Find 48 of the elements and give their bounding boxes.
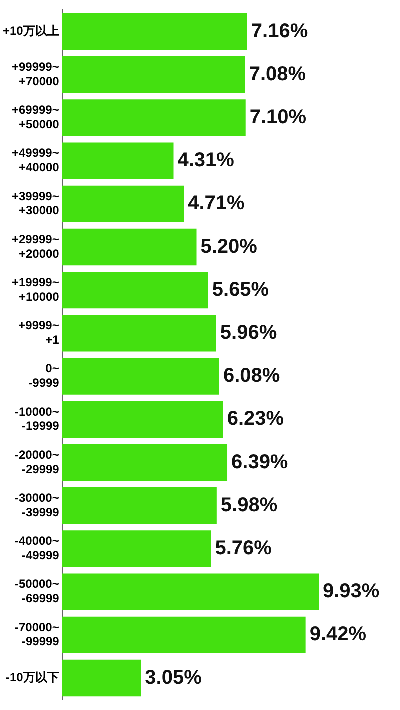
y-tick-label: +99999~+70000 [12, 60, 60, 88]
y-tick-label: +49999~+40000 [12, 146, 60, 175]
y-tick-label: -40000~-49999 [14, 534, 60, 562]
y-tick-label: 0~-9999 [28, 362, 60, 390]
bar [62, 616, 306, 654]
bar [62, 358, 220, 395]
bar [62, 660, 142, 697]
bar [62, 142, 174, 180]
bar [62, 56, 246, 94]
data-label: 5.20% [200, 236, 258, 258]
bar [62, 574, 320, 610]
bar [62, 186, 184, 222]
y-tick-label: -70000~-99999 [14, 620, 60, 649]
y-tick-label: -10000~-19999 [14, 404, 60, 434]
data-label: 4.31% [178, 150, 235, 172]
y-tick-label: +39999~+30000 [12, 189, 60, 218]
bar [62, 401, 224, 438]
y-tick-label: -10万以下 [6, 670, 60, 685]
data-label: 9.93% [323, 580, 380, 603]
data-label: 7.08% [249, 63, 306, 86]
y-tick-label: +9999~+1 [18, 318, 60, 347]
bar [62, 13, 248, 50]
y-tick-label: -50000~-69999 [14, 577, 60, 606]
y-tick-label: +69999~+50000 [12, 103, 60, 132]
y-tick-label: -20000~-29999 [14, 448, 60, 476]
bar [62, 315, 216, 352]
data-label: 4.71% [188, 192, 246, 215]
bar [62, 272, 208, 309]
data-label: 7.10% [250, 106, 307, 128]
y-tick-label: +10万以上 [2, 24, 60, 38]
data-label: 6.39% [232, 451, 288, 474]
data-label: 5.96% [220, 322, 278, 344]
data-label: 7.16% [251, 20, 308, 42]
y-tick-label: -30000~-39999 [14, 490, 60, 520]
data-label: 5.98% [220, 494, 278, 516]
bar [62, 100, 246, 136]
y-tick-label: +19999~+10000 [12, 275, 60, 304]
bar [62, 444, 228, 482]
bar [62, 488, 217, 524]
data-label: 3.05% [145, 666, 202, 689]
bar [62, 530, 212, 568]
data-label: 6.23% [227, 408, 284, 430]
y-tick-label: +29999~+20000 [12, 232, 60, 261]
data-label: 5.65% [212, 278, 270, 301]
data-label: 5.76% [215, 537, 272, 560]
data-label: 6.08% [224, 365, 280, 388]
bar [62, 228, 197, 266]
data-label: 9.42% [310, 624, 367, 646]
